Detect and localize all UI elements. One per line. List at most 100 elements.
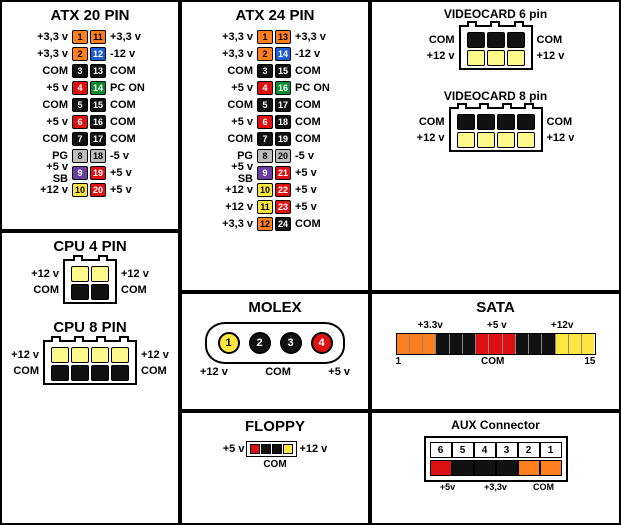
pin-label: COM xyxy=(28,65,70,77)
aux-pin-num: 6 xyxy=(430,442,452,458)
molex-pin: 4 xyxy=(311,332,333,354)
pin xyxy=(487,50,505,66)
pin: 7 xyxy=(257,132,273,146)
pin-label: +12 v xyxy=(213,201,255,213)
label: COM xyxy=(417,116,445,128)
sata-pin xyxy=(529,334,542,354)
pin-label: +5 v SB xyxy=(28,161,70,185)
aux-pin xyxy=(430,460,452,476)
pin: 17 xyxy=(90,132,106,146)
pin xyxy=(91,365,109,381)
pin: 2 xyxy=(257,47,273,61)
aux-cell: AUX Connector 654321 +5v+3,3vCOM xyxy=(370,411,621,525)
pin: 13 xyxy=(275,30,291,44)
label: COM xyxy=(141,365,169,377)
cpu-cell: CPU 4 PIN +12 vCOM +12 vCOM CPU 8 PIN +1… xyxy=(0,231,180,525)
sata-pin xyxy=(436,334,449,354)
pin: 6 xyxy=(257,115,273,129)
pin: 8 xyxy=(257,149,273,163)
pin xyxy=(91,284,109,300)
sata-pin xyxy=(450,334,463,354)
pin: 24 xyxy=(275,217,291,231)
label: +12 v xyxy=(11,349,39,361)
pin-label: COM xyxy=(28,99,70,111)
sata-pin xyxy=(556,334,569,354)
pin: 8 xyxy=(72,149,88,163)
atx24-pins: +3,3 v 1 13 +3,3 v+3,3 v 2 14 -12 vCOM 3… xyxy=(213,28,337,232)
pin-label: +5 v xyxy=(293,167,337,179)
pin-label: COM xyxy=(293,218,337,230)
floppy-left-label: +5 v xyxy=(223,443,245,455)
pin-label: +3,3 v xyxy=(213,218,255,230)
atx24-title: ATX 24 PIN xyxy=(236,7,315,24)
pin: 3 xyxy=(257,64,273,78)
pin xyxy=(111,365,129,381)
pin: 14 xyxy=(275,47,291,61)
pin xyxy=(467,32,485,48)
pin: 12 xyxy=(257,217,273,231)
pin-label: +3,3 v xyxy=(28,48,70,60)
molex-pin: 2 xyxy=(249,332,271,354)
label: COM xyxy=(427,34,455,46)
sata-pin xyxy=(569,334,582,354)
sata-pin xyxy=(397,334,410,354)
label: COM xyxy=(11,365,39,377)
pin: 23 xyxy=(275,200,291,214)
pin-label: +12 v xyxy=(28,184,70,196)
videocard-cell: VIDEOCARD 6 pin COM+12 v COM+12 v VIDEOC… xyxy=(370,0,621,292)
pin-label: +5 v xyxy=(28,116,70,128)
sata-pin xyxy=(582,334,594,354)
aux-voltage-label: +5v xyxy=(436,482,460,492)
floppy-title: FLOPPY xyxy=(245,418,305,435)
pin: 16 xyxy=(275,81,291,95)
pin: 10 xyxy=(257,183,273,197)
vc6-connector: COM+12 v COM+12 v xyxy=(427,25,565,70)
molex-cell: MOLEX 1234 +12 v COM +5 v xyxy=(180,292,370,411)
molex-right-label: +5 v xyxy=(328,366,350,378)
aux-pin-num: 1 xyxy=(540,442,562,458)
aux-pin-num: 5 xyxy=(452,442,474,458)
pin-label: COM xyxy=(293,116,337,128)
sata-pin xyxy=(503,334,516,354)
sata-top-labels: +3.3v+5 v+12v xyxy=(396,320,596,331)
pin: 4 xyxy=(257,81,273,95)
atx20-cell: ATX 20 PIN +3,3 v 1 11 +3,3 v+3,3 v 2 12… xyxy=(0,0,180,231)
pinout-grid: ATX 20 PIN +3,3 v 1 11 +3,3 v+3,3 v 2 12… xyxy=(0,0,621,525)
sata-title: SATA xyxy=(476,299,515,316)
pin xyxy=(71,347,89,363)
pin: 4 xyxy=(72,81,88,95)
pin: 16 xyxy=(90,115,106,129)
pin: 21 xyxy=(275,166,291,180)
floppy-pin xyxy=(272,444,282,454)
pin: 9 xyxy=(72,166,88,180)
pin xyxy=(91,347,109,363)
pin: 5 xyxy=(72,98,88,112)
pin-label: PC ON xyxy=(293,82,337,94)
pin-label: +5 v xyxy=(108,167,152,179)
sata-pin xyxy=(463,334,476,354)
pin xyxy=(71,266,89,282)
pin xyxy=(457,132,475,148)
pin xyxy=(111,347,129,363)
pin: 19 xyxy=(275,132,291,146)
label: +12 v xyxy=(121,268,149,280)
sata-pin xyxy=(516,334,529,354)
floppy-cell: FLOPPY +5 v +12 v COM xyxy=(180,411,370,525)
label: +12 v xyxy=(417,132,445,144)
pin xyxy=(517,114,535,130)
pin: 1 xyxy=(72,30,88,44)
pin-label: COM xyxy=(293,99,337,111)
aux-numbers: 654321 xyxy=(430,442,562,458)
pin xyxy=(487,32,505,48)
pin xyxy=(71,284,89,300)
aux-pin xyxy=(474,460,496,476)
molex-mid-label: COM xyxy=(265,366,291,378)
aux-labels: +5v+3,3vCOM xyxy=(424,482,568,492)
floppy-pin xyxy=(250,444,260,454)
pin: 20 xyxy=(90,183,106,197)
molex-connector: 1234 xyxy=(205,322,345,364)
connector-shell xyxy=(459,25,533,70)
pin: 15 xyxy=(275,64,291,78)
pin-label: COM xyxy=(108,116,152,128)
sata-pin xyxy=(542,334,555,354)
